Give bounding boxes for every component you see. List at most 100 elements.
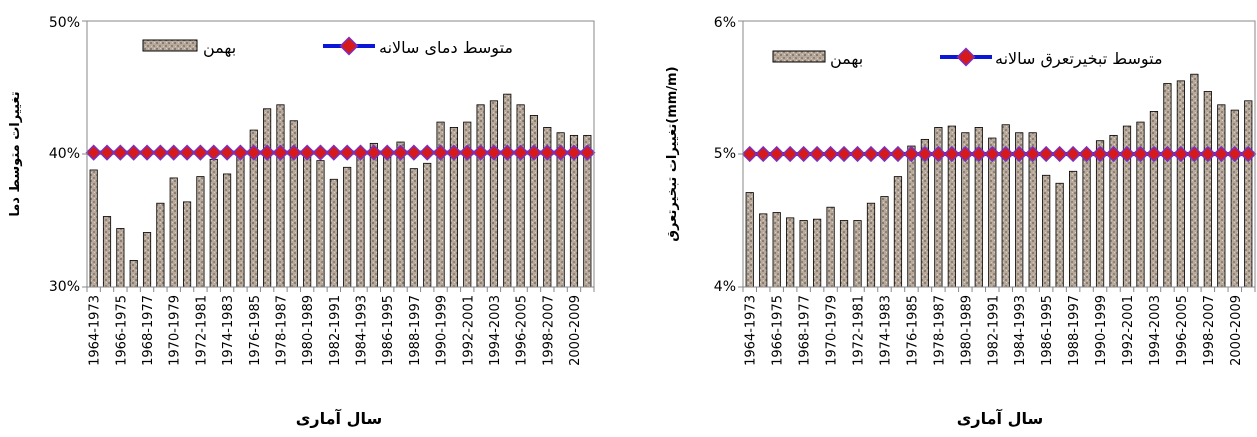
- left-mean-marker: [247, 146, 261, 160]
- left-legend-bar-swatch: [143, 40, 197, 51]
- right-mean-marker: [743, 147, 757, 161]
- left-mean-marker: [300, 146, 314, 160]
- left-bar: [384, 150, 391, 287]
- left-mean-marker: [113, 146, 127, 160]
- right-mean-marker: [783, 147, 797, 161]
- left-xtick-label: 1980-1989: [301, 295, 316, 366]
- left-mean-marker: [460, 146, 474, 160]
- left-xtick-label: 1974-1983: [221, 295, 236, 366]
- right-mean-marker: [810, 147, 824, 161]
- right-mean-marker: [931, 147, 945, 161]
- right-bar: [881, 197, 888, 287]
- right-xtick-label: 1964-1973: [744, 295, 759, 366]
- chart-left: 1964-1973 1966-1975 1968-1977 1970-1979 1972…: [8, 15, 594, 428]
- right-mean-marker: [1133, 147, 1147, 161]
- right-bar: [867, 203, 874, 287]
- right-mean-marker: [999, 147, 1013, 161]
- left-mean-marker: [447, 146, 461, 160]
- left-xtick-label: 1976-1985: [248, 295, 263, 366]
- right-xtick-label: 1972-1981: [852, 295, 867, 366]
- right-legend-bar-swatch: [773, 51, 825, 62]
- left-bar: [477, 105, 484, 287]
- right-bar: [1056, 183, 1063, 287]
- right-mean-marker: [877, 147, 891, 161]
- right-bar: [1042, 175, 1049, 287]
- left-mean-marker: [420, 146, 434, 160]
- left-xtick-label: 1994-2003: [488, 295, 503, 366]
- left-xtick-label: 1968-1977: [141, 295, 156, 366]
- left-bar: [117, 228, 124, 287]
- right-xtick-label: 1978-1987: [932, 295, 947, 366]
- left-bar: [103, 217, 110, 287]
- left-mean-marker: [500, 146, 514, 160]
- left-y-ticks: [82, 21, 87, 287]
- left-x-axis-label: سال آماری: [296, 408, 382, 428]
- left-bar: [130, 260, 137, 287]
- left-xtick-label: 1964-1973: [88, 295, 103, 366]
- right-mean-marker: [1187, 147, 1201, 161]
- right-mean-marker: [1120, 147, 1134, 161]
- left-mean-marker: [474, 146, 488, 160]
- right-ytick-2: 4%: [714, 279, 736, 295]
- left-xtick-label: 1982-1991: [328, 295, 343, 366]
- left-mean-marker: [433, 146, 447, 160]
- left-mean-marker: [100, 146, 114, 160]
- left-mean-marker: [287, 146, 301, 160]
- right-bar: [1069, 171, 1076, 287]
- right-bars: [746, 74, 1252, 287]
- left-bar: [490, 101, 497, 287]
- right-xtick-label: 1994-2003: [1148, 295, 1163, 366]
- left-mean-marker: [540, 146, 554, 160]
- right-mean-marker: [891, 147, 905, 161]
- right-bar: [827, 207, 834, 287]
- right-mean-marker: [756, 147, 770, 161]
- left-xtick-label: 1972-1981: [194, 295, 209, 366]
- left-bar: [357, 154, 364, 287]
- left-bar: [237, 151, 244, 287]
- right-ytick-1: 5%: [714, 146, 736, 162]
- left-legend-line-marker: [341, 38, 358, 55]
- right-mean-marker: [770, 147, 784, 161]
- left-mean-marker: [554, 146, 568, 160]
- right-y-axis-label: تغییرات تبخیرتعرق(mm/m): [665, 66, 680, 241]
- right-mean-marker: [1039, 147, 1053, 161]
- left-xtick-label: 1970-1979: [168, 295, 183, 366]
- left-ytick-2: 30%: [49, 279, 80, 295]
- left-bar: [504, 94, 511, 287]
- right-xtick-label: 1980-1989: [959, 295, 974, 366]
- right-y-ticks: [738, 21, 743, 287]
- left-bar: [197, 177, 204, 287]
- right-mean-marker: [1066, 147, 1080, 161]
- left-mean-marker: [340, 146, 354, 160]
- right-xtick-label: 2000-2009: [1229, 295, 1244, 366]
- right-mean-marker: [1201, 147, 1215, 161]
- left-mean-marker: [393, 146, 407, 160]
- left-bar: [223, 174, 230, 287]
- left-bar: [183, 202, 190, 287]
- right-xtick-label: 1996-2005: [1175, 295, 1190, 366]
- right-bar: [840, 221, 847, 288]
- left-line-series: [87, 146, 595, 160]
- right-legend-bar-label: بهمن: [830, 49, 863, 69]
- left-mean-marker: [233, 146, 247, 160]
- right-bar: [1177, 81, 1184, 287]
- right-bar: [854, 221, 861, 288]
- right-bar: [800, 221, 807, 288]
- right-bar: [1231, 110, 1238, 287]
- right-legend-line-marker: [958, 49, 975, 66]
- left-ytick-1: 40%: [49, 146, 80, 162]
- left-mean-marker: [313, 146, 327, 160]
- left-bar: [330, 179, 337, 287]
- right-mean-marker: [850, 147, 864, 161]
- left-bar: [277, 105, 284, 287]
- right-mean-marker: [945, 147, 959, 161]
- right-bar: [786, 218, 793, 287]
- left-mean-marker: [87, 146, 101, 160]
- left-bar: [157, 203, 164, 287]
- right-xtick-label: 1974-1983: [878, 295, 893, 366]
- left-xtick-label: 1998-2007: [541, 295, 556, 366]
- right-mean-marker: [1174, 147, 1188, 161]
- left-mean-marker: [567, 146, 581, 160]
- right-x-ticks: 1964-1973 1966-1975 1968-1977 1970-1979 1972…: [743, 287, 1255, 366]
